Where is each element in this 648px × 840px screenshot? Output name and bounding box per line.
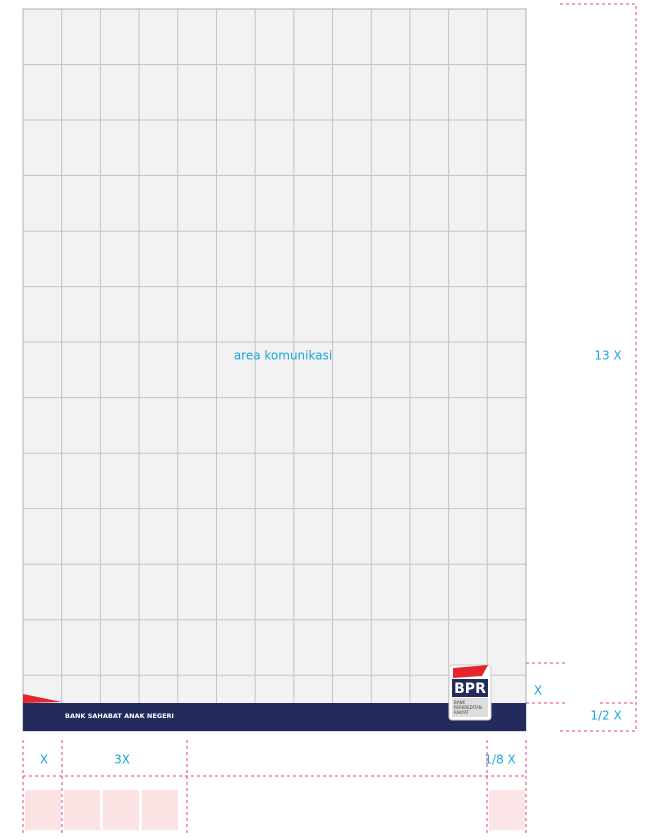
logo-name: BPR xyxy=(454,681,486,697)
logo: BPR BANK PERKREDITAN RAKYAT xyxy=(448,664,492,721)
red-flag xyxy=(23,694,62,703)
logo-height-label: X xyxy=(534,684,542,698)
tagline: BANK SAHABAT ANAK NEGERI xyxy=(65,712,174,720)
area-label: area komunikasi xyxy=(234,349,332,363)
dimension-lines xyxy=(22,3,637,836)
faded-logos xyxy=(25,790,525,830)
margin-label: X xyxy=(40,753,48,767)
bar-height-label: 1/2 X xyxy=(590,709,621,723)
logo-subtitle: RAKYAT xyxy=(454,710,469,715)
tagline-width-label: 3X xyxy=(114,753,130,767)
logo-margin-label: 1/8 X xyxy=(484,753,515,767)
height-label: 13 X xyxy=(594,349,621,363)
logo-subtitle: PERKREDITAN xyxy=(454,705,482,710)
communication-area xyxy=(23,9,526,703)
footer-bar xyxy=(23,703,526,731)
grid xyxy=(23,9,526,731)
logo-subtitle: BANK xyxy=(454,700,465,705)
